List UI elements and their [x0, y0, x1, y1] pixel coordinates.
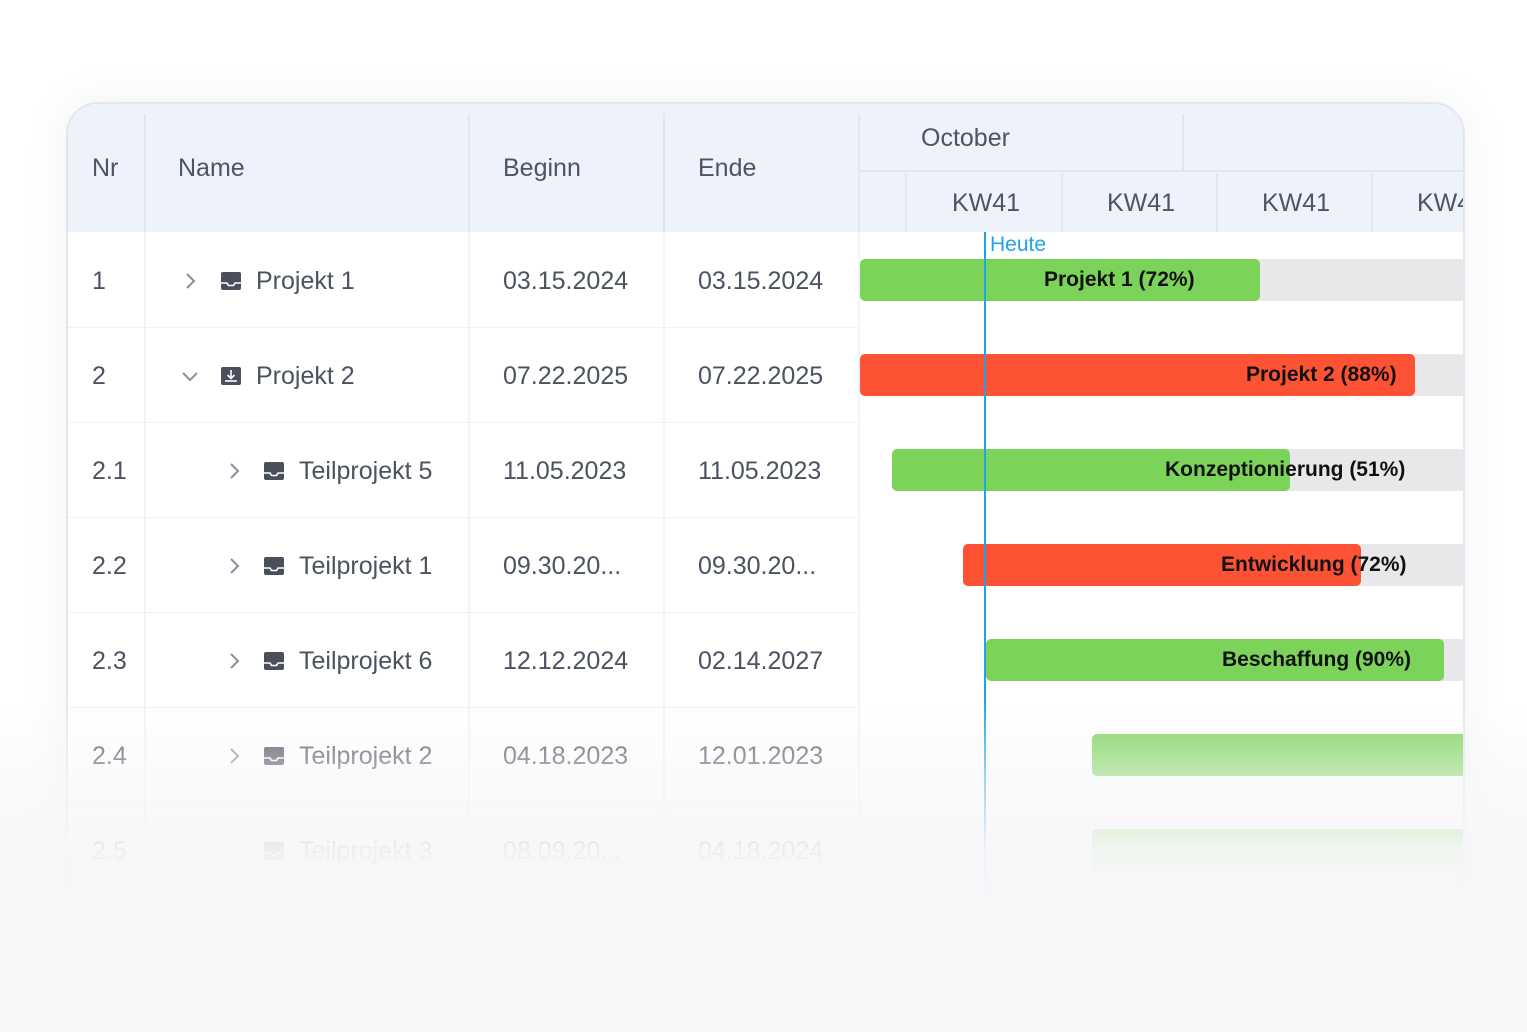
row-divider [68, 327, 860, 328]
gantt-bar[interactable] [860, 354, 1415, 396]
chevron-right-icon[interactable] [224, 556, 244, 576]
row-ende: 09.30.20... [698, 552, 817, 580]
row-nr: 2.3 [92, 647, 127, 675]
row-beginn: 08.09.20... [503, 837, 622, 865]
row-beginn: 07.22.2025 [503, 362, 629, 390]
today-line [984, 232, 986, 892]
row-nr: 2.2 [92, 552, 127, 580]
gantt-bar-label: Entwicklung (72%) [1221, 553, 1407, 576]
column-divider [468, 232, 470, 924]
gantt-bar-label: Projekt 1 (72%) [1044, 268, 1195, 291]
row-nr: 1 [92, 267, 106, 295]
download-icon [221, 367, 241, 385]
row-nr: 2.4 [92, 742, 127, 770]
chevron-right-icon[interactable] [224, 651, 244, 671]
table-row[interactable]: 2.5 Teilprojekt 3 08.09.20... 04.18.2024 [68, 802, 1463, 897]
gantt-bar-label: Projekt 2 (88%) [1246, 363, 1397, 386]
header-divider [860, 170, 1463, 172]
table-row[interactable]: 1 Projekt 1 03.15.2024 03.15.2024 Projek… [68, 232, 1463, 327]
gantt-bar[interactable] [892, 449, 1290, 491]
week-divider [1216, 174, 1218, 232]
row-divider [68, 422, 860, 423]
week-divider [1371, 174, 1373, 232]
chevron-right-icon[interactable] [180, 271, 200, 291]
row-divider [68, 612, 860, 613]
today-label: Heute [990, 233, 1047, 256]
column-divider [858, 232, 860, 924]
row-nr: 2.5 [92, 837, 127, 865]
month-label: October [921, 124, 1010, 152]
table-row[interactable]: 2.4 Teilprojekt 2 04.18.2023 12.01.2023 [68, 707, 1463, 802]
table-row[interactable]: 2.2 Teilprojekt 1 09.30.20... 09.30.20..… [68, 517, 1463, 612]
row-ende: 12.01.2023 [698, 742, 824, 770]
column-divider [144, 232, 146, 924]
row-name[interactable]: Projekt 1 [256, 267, 355, 295]
inbox-icon [264, 747, 284, 765]
chevron-right-icon[interactable] [224, 746, 244, 766]
row-beginn: 12.12.2024 [503, 647, 629, 675]
header-divider [1182, 114, 1184, 170]
row-ende: 11.05.2023 [698, 457, 822, 485]
inbox-icon [264, 462, 284, 480]
row-ende: 07.22.2025 [698, 362, 824, 390]
table-header [68, 104, 1463, 232]
row-nr: 2.1 [92, 457, 127, 485]
row-ende: 04.18.2024 [698, 837, 824, 865]
inbox-icon [264, 842, 284, 860]
week-divider [905, 174, 907, 232]
week-label: KW41 [952, 189, 1021, 217]
week-label: KW4 [1417, 189, 1463, 217]
header-divider [858, 114, 860, 232]
table-row[interactable]: 2.3 Teilprojekt 6 12.12.2024 02.14.2027 … [68, 612, 1463, 707]
inbox-icon [264, 652, 284, 670]
row-name[interactable]: Teilprojekt 6 [299, 647, 433, 675]
inbox-icon [264, 557, 284, 575]
chevron-right-icon[interactable] [224, 461, 244, 481]
week-label: KW41 [1262, 189, 1331, 217]
table-row[interactable]: 2.1 Teilprojekt 5 11.05.2023 11.05.2023 … [68, 422, 1463, 517]
gantt-bar[interactable] [986, 639, 1444, 681]
row-ende: 03.15.2024 [698, 267, 824, 295]
gantt-bar[interactable] [1092, 829, 1463, 871]
row-name[interactable]: Projekt 2 [256, 362, 355, 390]
row-beginn: 09.30.20... [503, 552, 622, 580]
column-header-ende[interactable]: Ende [698, 154, 757, 182]
row-beginn: 11.05.2023 [503, 457, 627, 485]
inbox-icon [221, 272, 241, 290]
row-name[interactable]: Teilprojekt 2 [299, 742, 433, 770]
header-divider [663, 114, 665, 232]
gantt-bar[interactable] [860, 259, 1260, 301]
row-divider [68, 517, 860, 518]
row-name[interactable]: Teilprojekt 5 [299, 457, 433, 485]
gantt-bar[interactable] [1092, 734, 1463, 776]
row-beginn: 03.15.2024 [503, 267, 629, 295]
gantt-card: Nr Name Beginn Ende October KW41 KW41 KW… [66, 102, 1465, 926]
row-beginn: 04.18.2023 [503, 742, 629, 770]
row-name[interactable]: Teilprojekt 3 [299, 837, 433, 865]
column-divider [663, 232, 665, 924]
row-nr: 2 [92, 362, 106, 390]
week-label: KW41 [1107, 189, 1176, 217]
header-divider [144, 114, 146, 232]
column-header-beginn[interactable]: Beginn [503, 154, 581, 182]
chevron-down-icon[interactable] [180, 366, 200, 386]
week-divider [1061, 174, 1063, 232]
row-ende: 02.14.2027 [698, 647, 824, 675]
header-divider [468, 114, 470, 232]
row-name[interactable]: Teilprojekt 1 [299, 552, 433, 580]
gantt-bar-label: Konzeptionierung (51%) [1165, 458, 1406, 481]
column-header-name[interactable]: Name [178, 154, 245, 182]
gantt-bar[interactable] [963, 544, 1361, 586]
column-header-nr[interactable]: Nr [92, 154, 119, 182]
table-row[interactable]: 2 Projekt 2 07.22.2025 07.22.2025 Projek… [68, 327, 1463, 422]
gantt-bar-label: Beschaffung (90%) [1222, 648, 1412, 671]
